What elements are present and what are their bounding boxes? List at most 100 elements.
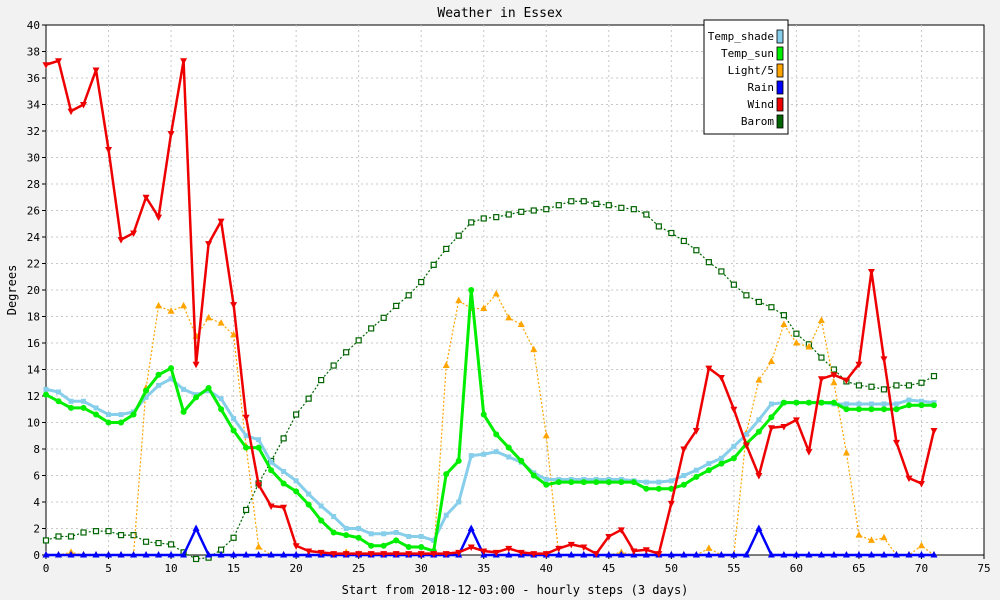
wind-point <box>80 102 88 109</box>
rain-point <box>755 524 763 531</box>
temp-sun-point <box>168 365 175 372</box>
y-tick-label: 22 <box>27 258 40 271</box>
temp-shade-point <box>81 398 87 404</box>
rain-point <box>67 551 75 558</box>
wind-point <box>567 541 575 549</box>
wind-point <box>405 551 413 558</box>
light-5-point <box>217 319 225 326</box>
rain-point <box>105 551 113 558</box>
temp-sun-point <box>80 404 87 411</box>
y-tick-label: 2 <box>33 523 40 536</box>
temp-shade-point <box>268 459 274 465</box>
temp-shade-point <box>281 469 287 475</box>
temp-shade-point <box>468 453 474 459</box>
rain-point <box>817 551 825 558</box>
wind-point <box>767 425 775 432</box>
barom-point <box>92 528 100 535</box>
temp-shade-point <box>168 376 174 382</box>
wind-point <box>355 551 363 558</box>
wind-point <box>455 549 463 557</box>
temp-shade-point <box>656 479 662 485</box>
barom-point <box>430 261 437 268</box>
wind-point <box>517 549 525 557</box>
x-tick-label: 45 <box>602 562 615 575</box>
rain-point <box>555 551 563 558</box>
wind-point <box>680 446 688 453</box>
barom-point <box>380 314 387 321</box>
barom-point <box>580 198 587 205</box>
temp-sun-point <box>830 399 837 406</box>
barom-point <box>42 537 50 544</box>
temp-sun-point <box>718 460 725 467</box>
temp-shade-point <box>156 382 162 388</box>
rain-point <box>867 551 875 558</box>
wind-point <box>442 551 450 558</box>
temp-sun-point <box>605 479 612 486</box>
temp-shade-point <box>756 417 762 423</box>
barom-point <box>680 237 687 245</box>
rain-point <box>117 551 125 558</box>
temp-sun-point <box>268 467 275 474</box>
wind-point <box>267 503 275 510</box>
legend-label-light-5: Light/5 <box>728 64 774 77</box>
wind-point <box>180 58 188 65</box>
temp-sun-point <box>693 473 700 480</box>
barom-point <box>480 215 487 222</box>
series-layer <box>42 58 938 563</box>
x-tick-label: 20 <box>290 562 303 575</box>
temp-sun-point <box>855 406 862 413</box>
rain-point <box>905 551 913 558</box>
x-tick-label: 40 <box>540 562 553 575</box>
rain-point <box>580 551 588 558</box>
rain-point <box>567 551 575 558</box>
temp-sun-point <box>755 428 762 435</box>
rain-point <box>292 551 300 558</box>
barom-point <box>393 302 400 309</box>
barom-point <box>355 337 362 344</box>
barom-point <box>443 245 450 253</box>
temp-sun-point <box>130 411 137 418</box>
wind-point <box>667 500 675 508</box>
y-tick-label: 30 <box>27 152 40 165</box>
wind-point <box>255 482 263 489</box>
temp-shade-point <box>731 443 737 449</box>
light-5-point <box>442 361 450 369</box>
barom-point <box>468 219 475 226</box>
temp-sun-point <box>918 402 925 409</box>
barom-point <box>293 411 300 418</box>
barom-point <box>155 539 162 547</box>
light-5-point <box>230 331 238 338</box>
wind-point <box>480 548 488 556</box>
barom-point <box>55 533 62 540</box>
barom-point <box>655 223 662 230</box>
temp-sun-point <box>805 399 812 406</box>
temp-sun-point <box>318 517 325 524</box>
x-tick-label: 50 <box>665 562 678 575</box>
rain-point <box>255 551 263 558</box>
wind-point <box>917 480 925 488</box>
temp-sun-point <box>355 534 362 541</box>
temp-sun-point <box>518 457 525 464</box>
temp-sun-point <box>880 406 887 413</box>
light-5-point <box>880 533 888 541</box>
barom-point <box>230 534 237 541</box>
temp-shade-point <box>43 386 49 392</box>
rain-point <box>92 551 100 558</box>
light-5-point <box>205 313 213 321</box>
x-tick-label: 70 <box>915 562 928 575</box>
legend-label-rain: Rain <box>748 81 775 94</box>
wind-point <box>930 427 938 435</box>
temp-sun-point <box>505 444 512 451</box>
wind-point <box>280 504 288 512</box>
wind-point <box>705 365 713 373</box>
rain-point <box>155 551 163 558</box>
temp-sun-point <box>368 542 375 549</box>
light-5-point <box>492 289 500 297</box>
barom-point <box>605 202 612 209</box>
wind-point <box>855 361 863 369</box>
barom-point <box>593 200 600 207</box>
wind-point <box>155 214 163 222</box>
light-5-point <box>830 378 838 386</box>
barom-point <box>718 268 725 275</box>
